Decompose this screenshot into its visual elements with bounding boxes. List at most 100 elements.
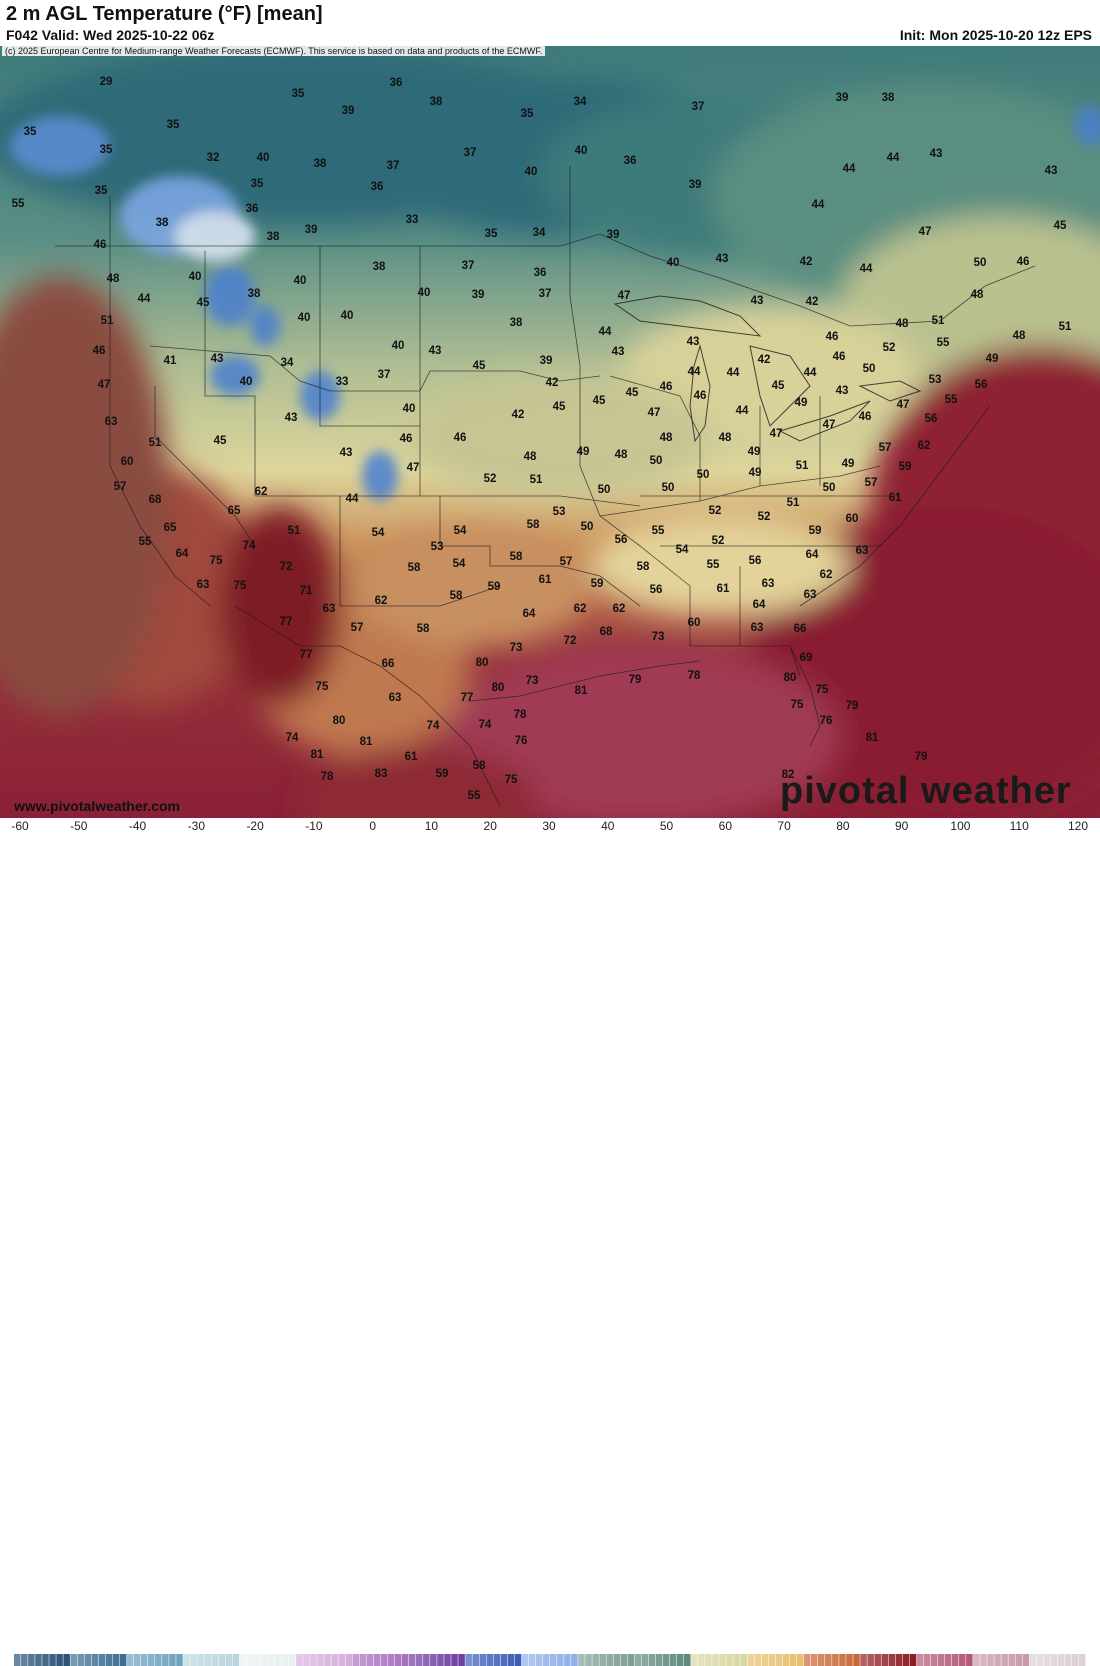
colorbar-segment — [740, 1654, 747, 1666]
watermark-logo: pivotal weather — [780, 770, 1072, 812]
colorbar-segment — [810, 1654, 818, 1666]
colorbar-segment — [63, 1654, 70, 1666]
temperature-value: 54 — [453, 558, 466, 570]
temperature-value: 43 — [211, 353, 224, 365]
temperature-value: 49 — [795, 397, 808, 409]
temperature-value: 36 — [371, 181, 384, 193]
temperature-value: 52 — [484, 473, 497, 485]
colorbar-segment — [380, 1654, 388, 1666]
temperature-value: 49 — [842, 458, 855, 470]
colorbar-segment — [528, 1654, 536, 1666]
temperature-value: 45 — [626, 387, 639, 399]
colorbar-segment — [296, 1654, 303, 1666]
temperature-value: 55 — [945, 394, 958, 406]
init-time: Init: Mon 2025-10-20 12z EPS — [899, 27, 1092, 43]
temperature-value: 80 — [476, 657, 489, 669]
temperature-value: 35 — [167, 119, 180, 131]
colorbar-segment — [387, 1654, 395, 1666]
temperature-value: 81 — [866, 732, 879, 744]
colorbar-segment — [35, 1654, 42, 1666]
temperature-value: 55 — [652, 525, 665, 537]
colorbar-segment — [521, 1654, 529, 1666]
colorbar-segment — [126, 1654, 134, 1666]
legend-tick-label: -10 — [305, 819, 323, 833]
temperature-value: 51 — [1059, 321, 1072, 333]
color-legend: -60 -50 -40 -30 -20 -10 0 10 20 30 40 50 60 70 80 90 100… — [0, 818, 1100, 1666]
colorbar-segment — [338, 1654, 345, 1666]
temperature-value: 63 — [762, 578, 775, 590]
temperature-value: 57 — [865, 477, 878, 489]
temperature-value: 45 — [1054, 220, 1067, 232]
temperature-value: 45 — [772, 380, 785, 392]
temperature-value: 75 — [316, 681, 329, 693]
temperature-value: 54 — [372, 527, 385, 539]
legend-tick-label: -50 — [70, 819, 88, 833]
colorbar-segment — [169, 1654, 176, 1666]
temperature-value: 62 — [574, 603, 587, 615]
temperature-value: 48 — [615, 449, 628, 461]
map-title: 2 m AGL Temperature (°F) [mean] — [6, 3, 323, 25]
temperature-value: 55 — [468, 790, 481, 802]
temperature-value: 40 — [392, 340, 405, 352]
temperature-value: 43 — [930, 148, 943, 160]
colorbar-segment — [641, 1654, 649, 1666]
temperature-value: 64 — [176, 548, 189, 560]
temperature-value: 46 — [94, 239, 107, 251]
colorbar-segment — [937, 1654, 945, 1666]
temperature-value: 42 — [800, 256, 813, 268]
colorbar-segment — [197, 1654, 204, 1666]
colorbar-segment — [232, 1654, 240, 1666]
colorbar-segment — [818, 1654, 825, 1666]
colorbar-segment — [585, 1654, 592, 1666]
temperature-value: 63 — [751, 622, 764, 634]
temperature-value: 46 — [826, 331, 839, 343]
temperature-value: 50 — [863, 363, 876, 375]
colorbar-segment — [803, 1654, 811, 1666]
colorbar-segment — [796, 1654, 804, 1666]
colorbar-segment — [1043, 1654, 1051, 1666]
site-url[interactable]: www.pivotalweather.com — [14, 798, 180, 814]
colorbar-segment — [1015, 1654, 1023, 1666]
legend-tick-label: -40 — [128, 819, 147, 833]
temperature-value: 42 — [758, 354, 771, 366]
temperature-value: 44 — [346, 493, 359, 505]
temperature-value: 56 — [615, 534, 628, 546]
colorbar-segment — [634, 1654, 642, 1666]
temperature-value: 57 — [560, 556, 573, 568]
temperature-value: 37 — [539, 288, 552, 300]
temperature-value: 51 — [149, 437, 162, 449]
legend-tick-label: 70 — [777, 819, 791, 833]
temperature-value: 40 — [418, 287, 431, 299]
colorbar-segment — [479, 1654, 487, 1666]
colorbar-segment — [973, 1654, 980, 1666]
colorbar-segment — [451, 1654, 458, 1666]
temperature-value: 35 — [100, 144, 113, 156]
legend-tick-label: -60 — [11, 819, 29, 833]
colorbar-segment — [317, 1654, 324, 1666]
colorbar-segment — [712, 1654, 719, 1666]
colorbar-segment — [289, 1654, 296, 1666]
temperature-value: 73 — [510, 642, 523, 654]
temperature-value: 36 — [624, 155, 637, 167]
colorbar-segment — [493, 1654, 501, 1666]
temperature-value: 35 — [24, 126, 37, 138]
legend-tick-label: 120 — [1067, 819, 1089, 833]
temperature-value: 56 — [749, 555, 762, 567]
temperature-value: 55 — [139, 536, 152, 548]
legend-tick-label: 90 — [894, 819, 909, 833]
temperature-value: 46 — [400, 433, 413, 445]
colorbar-segment — [662, 1654, 670, 1666]
colorbar-segment — [620, 1654, 628, 1666]
temperature-value: 38 — [267, 231, 280, 243]
temperature-value: 63 — [105, 416, 118, 428]
boundary-lines — [55, 166, 1036, 807]
temperature-value: 45 — [593, 395, 606, 407]
temperature-value: 39 — [540, 355, 553, 367]
temperature-value: 63 — [856, 545, 869, 557]
temperature-value: 46 — [694, 390, 707, 402]
temperature-value: 39 — [472, 289, 485, 301]
temperature-value: 36 — [390, 77, 403, 89]
temperature-value: 74 — [479, 719, 492, 731]
colorbar-segment — [267, 1654, 275, 1666]
temperature-map[interactable]: 29 35 35 35 55 35 32 40 35 36 38 38 39 35 36 39 38 35 34 37… — [0, 46, 1100, 818]
